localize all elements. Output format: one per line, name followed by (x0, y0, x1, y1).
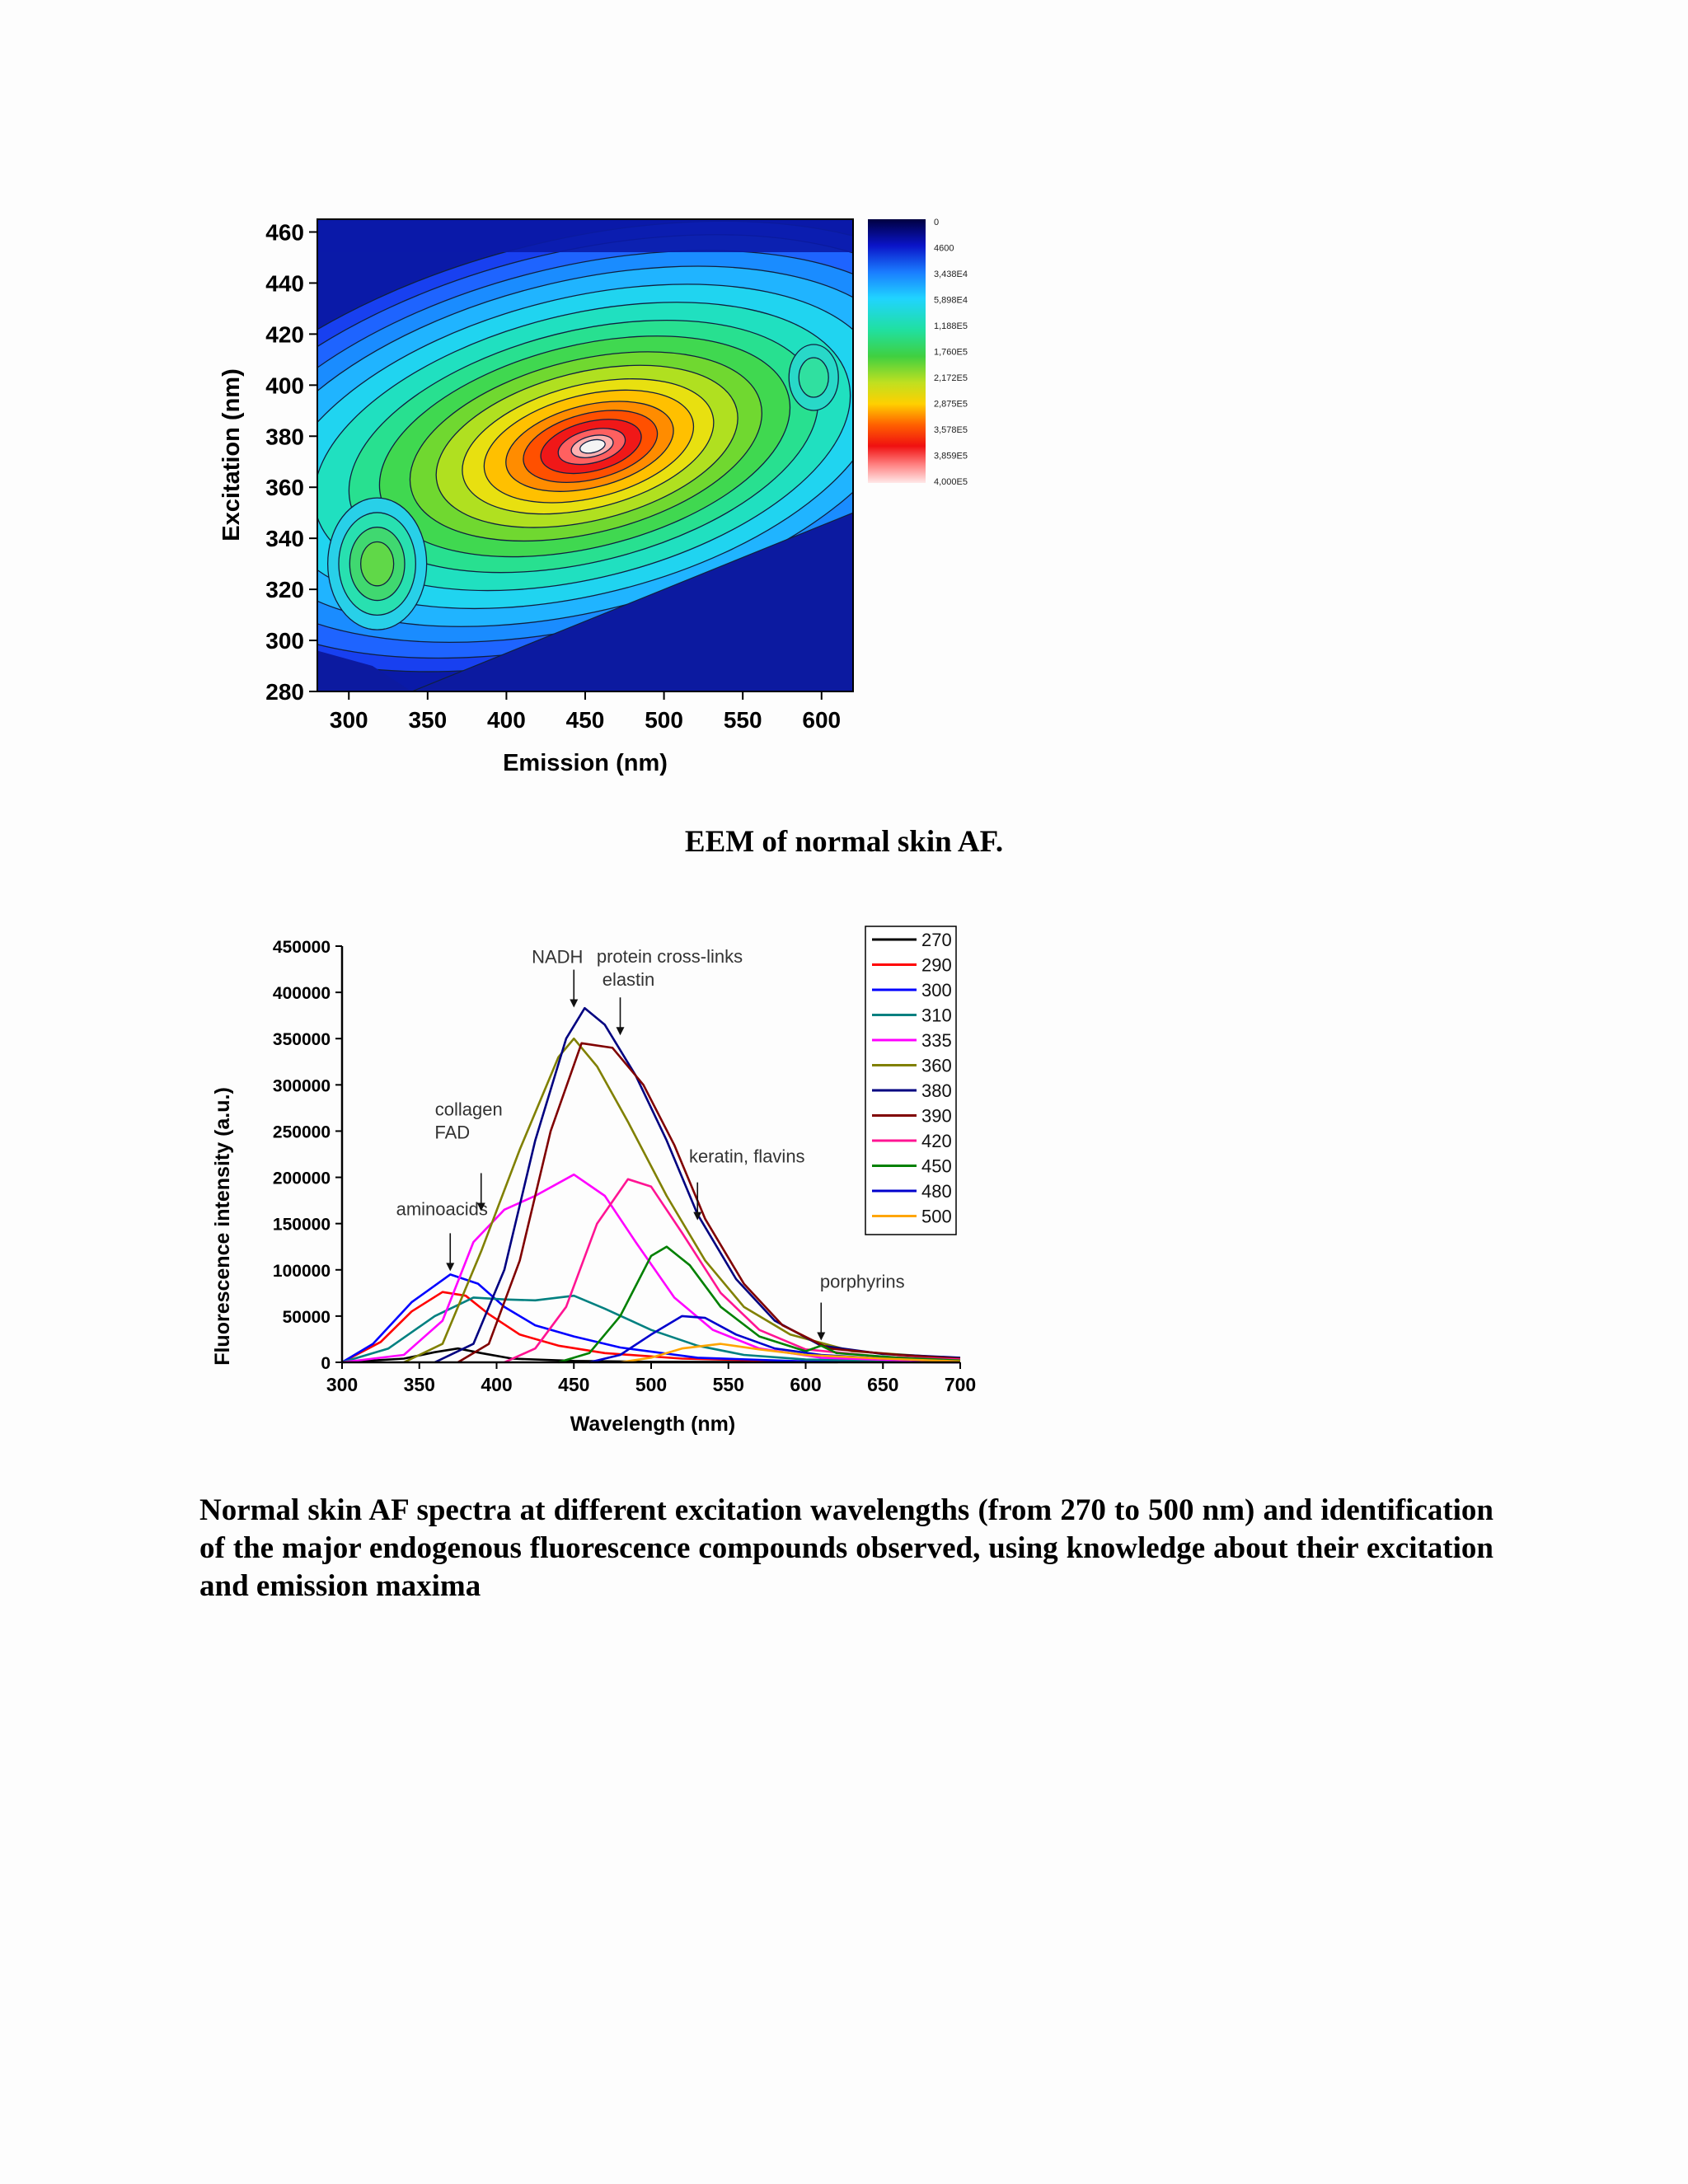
eem-x-tick-label: 400 (487, 707, 526, 733)
eem-secondary-peak (798, 357, 829, 398)
eem-y-tick-label: 380 (265, 424, 304, 449)
spectrum-line-360 (403, 1037, 961, 1364)
legend-label: 290 (921, 955, 952, 976)
annotation-arrowhead (693, 1212, 702, 1221)
spectrum-line-335 (341, 1173, 961, 1364)
eem-colorbar-label: 3,438E4 (934, 269, 968, 279)
annotation-arrowhead (476, 1202, 485, 1212)
eem-x-tick-label: 500 (645, 707, 683, 733)
spectra-annotation: keratin, flavins (689, 1146, 805, 1167)
eem-colorbar-label: 3,578E5 (934, 425, 968, 435)
spectra-x-tick-label: 450 (558, 1374, 589, 1395)
eem-x-tick-label: 450 (566, 707, 605, 733)
spectra-y-tick-label: 450000 (273, 938, 331, 957)
eem-colorbar-label: 0 (934, 218, 939, 227)
eem-y-tick-label: 320 (265, 577, 304, 602)
eem-contour-level (579, 438, 606, 454)
legend-label: 310 (921, 1005, 952, 1026)
eem-low-signal-region (317, 650, 412, 691)
eem-low-signal-region (317, 219, 853, 252)
legend-label: 450 (921, 1156, 952, 1177)
legend-label: 500 (921, 1207, 952, 1227)
spectra-x-tick-label: 400 (481, 1374, 512, 1395)
spectra-x-tick-label: 700 (945, 1374, 976, 1395)
eem-y-tick-label: 340 (265, 526, 304, 551)
spectra-x-tick-label: 600 (790, 1374, 821, 1395)
spectra-x-axis-label: Wavelength (nm) (570, 1413, 735, 1436)
eem-colorbar-label: 4,000E5 (934, 477, 968, 487)
spectra-annotation: FAD (434, 1122, 470, 1142)
legend-label: 300 (921, 980, 952, 1001)
spectra-annotation: aminoacids (396, 1198, 488, 1219)
eem-y-axis-label: Excitation (nm) (218, 368, 245, 541)
eem-colorbar-label: 2,172E5 (934, 373, 968, 383)
annotation-arrowhead (446, 1263, 455, 1272)
spectra-x-tick-label: 550 (713, 1374, 744, 1395)
legend-label: 360 (921, 1056, 952, 1076)
spectra-annotation: elastin (603, 969, 655, 990)
spectrum-line-420 (504, 1178, 961, 1364)
spectra-x-tick-label: 300 (326, 1374, 358, 1395)
eem-colorbar-label: 2,875E5 (934, 400, 968, 410)
legend-label: 270 (921, 930, 952, 950)
af-spectra-chart: 300 350 400 450 500 550 600 650 700 0 50000 100000 1… (211, 926, 976, 1436)
spectra-y-tick-label: 100000 (273, 1262, 331, 1281)
eem-colorbar-label: 3,859E5 (934, 452, 968, 462)
legend-label: 335 (921, 1030, 952, 1051)
spectra-y-tick-label: 150000 (273, 1216, 331, 1235)
spectra-y-tick-label: 0 (321, 1354, 331, 1373)
annotation-arrowhead (570, 999, 579, 1008)
annotation-arrowhead (817, 1332, 826, 1341)
spectrum-line-450 (558, 1245, 961, 1364)
spectrum-line-290 (341, 1291, 961, 1364)
eem-y-tick-label: 460 (265, 219, 304, 245)
legend-label: 380 (921, 1080, 952, 1101)
eem-secondary-peak (359, 541, 395, 587)
eem-y-tick-label: 420 (265, 321, 304, 347)
spectra-annotation: protein cross-links (597, 946, 743, 967)
eem-x-tick-label: 300 (330, 707, 368, 733)
spectra-x-tick-label: 650 (867, 1374, 898, 1395)
spectrum-line-300 (341, 1273, 961, 1364)
eem-colorbar-label: 1,760E5 (934, 348, 968, 358)
spectrum-line-500 (620, 1343, 961, 1364)
spectra-y-tick-label: 250000 (273, 1122, 331, 1141)
spectra-x-tick-label: 500 (635, 1374, 667, 1395)
eem-contour-chart: 300 350 400 450 500 550 600 280 300 320 340 360 380… (218, 218, 968, 776)
eem-y-tick-label: 440 (265, 270, 304, 296)
eem-x-tick-label: 550 (724, 707, 762, 733)
spectra-annotation: collagen (435, 1099, 503, 1119)
spectrum-line-310 (341, 1294, 961, 1364)
spectra-y-tick-label: 350000 (273, 1030, 331, 1049)
spectra-y-tick-label: 200000 (273, 1169, 331, 1188)
legend-label: 420 (921, 1131, 952, 1151)
eem-x-tick-label: 350 (408, 707, 447, 733)
spectra-y-axis-label: Fluorescence intensity (a.u.) (211, 1087, 234, 1366)
spectra-annotation: NADH (532, 947, 583, 968)
spectra-y-tick-label: 300000 (273, 1076, 331, 1095)
annotation-arrowhead (616, 1027, 625, 1036)
eem-y-tick-label: 400 (265, 373, 304, 398)
eem-x-tick-label: 600 (802, 707, 841, 733)
eem-colorbar (868, 219, 926, 483)
spectra-y-tick-label: 50000 (283, 1308, 331, 1327)
legend-label: 480 (921, 1181, 952, 1202)
eem-x-axis-label: Emission (nm) (503, 750, 668, 776)
figure1-caption: EEM of normal skin AF. (684, 825, 1004, 859)
eem-low-signal-region (411, 512, 853, 691)
spectra-annotation: porphyrins (820, 1272, 905, 1292)
spectra-x-tick-label: 350 (404, 1374, 435, 1395)
legend-label: 390 (921, 1106, 952, 1127)
spectra-legend (865, 926, 957, 1235)
eem-colorbar-label: 4600 (934, 244, 954, 254)
spectra-y-tick-label: 400000 (273, 984, 331, 1003)
eem-y-tick-label: 300 (265, 628, 304, 654)
eem-colorbar-label: 1,188E5 (934, 321, 968, 331)
eem-y-tick-label: 360 (265, 475, 304, 500)
figure2-caption: Normal skin AF spectra at different exci… (199, 1493, 1493, 1603)
eem-y-tick-label: 280 (265, 679, 304, 705)
eem-colorbar-label: 5,898E4 (934, 296, 968, 306)
